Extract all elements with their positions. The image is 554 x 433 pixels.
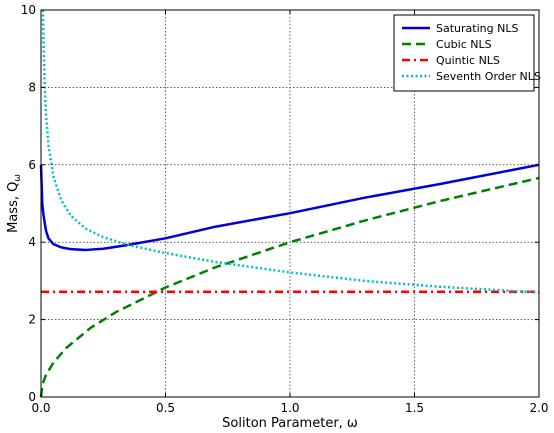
y-axis-label-main: Mass, Q <box>6 182 21 233</box>
x-tick-label: 0.0 <box>31 401 50 415</box>
x-axis-label: Soliton Parameter, ω <box>222 416 358 431</box>
legend-label: Cubic NLS <box>436 38 492 51</box>
y-tick-label: 10 <box>21 3 36 17</box>
y-tick-label: 2 <box>28 313 36 327</box>
x-tick-label: 2.0 <box>529 401 548 415</box>
tick-labels: 0.0 0.5 1.0 1.5 2.0 0 2 4 6 8 10 <box>21 3 549 415</box>
series-line-1 <box>39 176 540 398</box>
x-tick-label: 0.5 <box>156 401 175 415</box>
y-tick-label: 8 <box>28 80 36 94</box>
y-axis-label: Mass, Qω <box>6 174 23 233</box>
legend-label: Quintic NLS <box>436 54 500 67</box>
legend: Saturating NLS Cubic NLS Quintic NLS Sevent… <box>393 14 541 92</box>
x-tick-label: 1.5 <box>405 401 424 415</box>
y-tick-label: 0 <box>28 390 36 404</box>
legend-label: Seventh Order NLS <box>436 70 541 83</box>
axis-ticks <box>40 9 540 398</box>
y-axis-label-subscript: ω <box>13 174 23 182</box>
series-layer <box>39 9 540 398</box>
series-line-3 <box>41 9 540 294</box>
y-tick-label: 6 <box>28 158 36 172</box>
legend-label: Saturating NLS <box>436 22 518 35</box>
y-tick-label: 4 <box>28 235 36 249</box>
x-tick-label: 1.0 <box>280 401 299 415</box>
series-line-0 <box>39 163 540 252</box>
